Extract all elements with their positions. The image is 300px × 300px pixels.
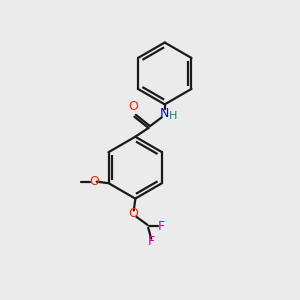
Text: F: F — [158, 220, 165, 233]
Text: O: O — [128, 100, 138, 112]
Text: O: O — [89, 175, 99, 188]
Text: N: N — [160, 107, 169, 120]
Text: H: H — [169, 110, 177, 121]
Text: O: O — [128, 207, 138, 220]
Text: F: F — [148, 235, 155, 248]
